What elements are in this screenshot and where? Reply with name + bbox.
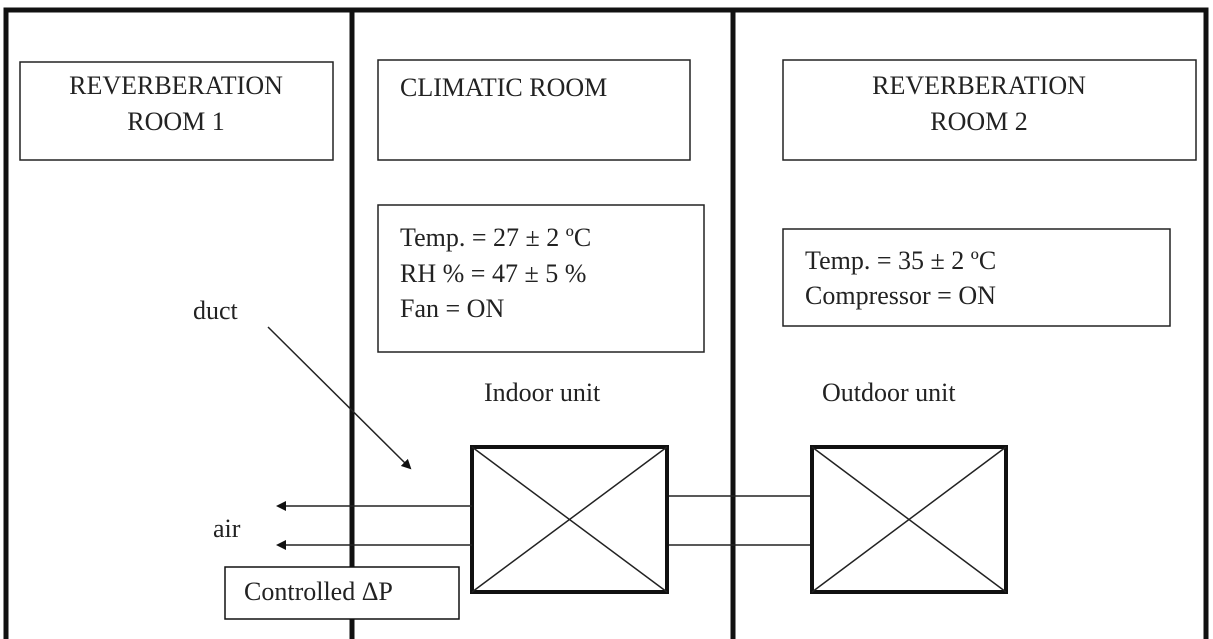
room-title: ROOM 1 [127, 107, 225, 136]
conditions-box [782, 228, 1171, 327]
duct-arrow [267, 326, 412, 470]
unit-cross [811, 446, 1007, 593]
condition: Compressor = ON [805, 281, 996, 310]
outer-border [3, 7, 1209, 639]
room-title-box [19, 61, 334, 161]
room-title: ROOM 2 [930, 107, 1028, 136]
pressure-box [224, 566, 460, 620]
room-title: REVERBERATION [872, 71, 1086, 100]
pressure-label: Controlled ΔP [244, 577, 393, 606]
condition: Temp. = 27 ± 2 ºC [400, 223, 591, 252]
condition: Fan = ON [400, 294, 504, 323]
room-title-box [377, 59, 691, 161]
conditions-box [377, 204, 705, 353]
condition: Temp. = 35 ± 2 ºC [805, 246, 996, 275]
air-label: air [213, 514, 241, 543]
condition: RH % = 47 ± 5 % [400, 259, 586, 288]
room-title: CLIMATIC ROOM [400, 73, 607, 102]
unit-label: Indoor unit [484, 378, 601, 407]
room-title: REVERBERATION [69, 71, 283, 100]
unit-cross [471, 446, 668, 593]
unit-label: Outdoor unit [822, 378, 956, 407]
duct-label: duct [193, 296, 239, 325]
room-title-box [782, 59, 1197, 161]
